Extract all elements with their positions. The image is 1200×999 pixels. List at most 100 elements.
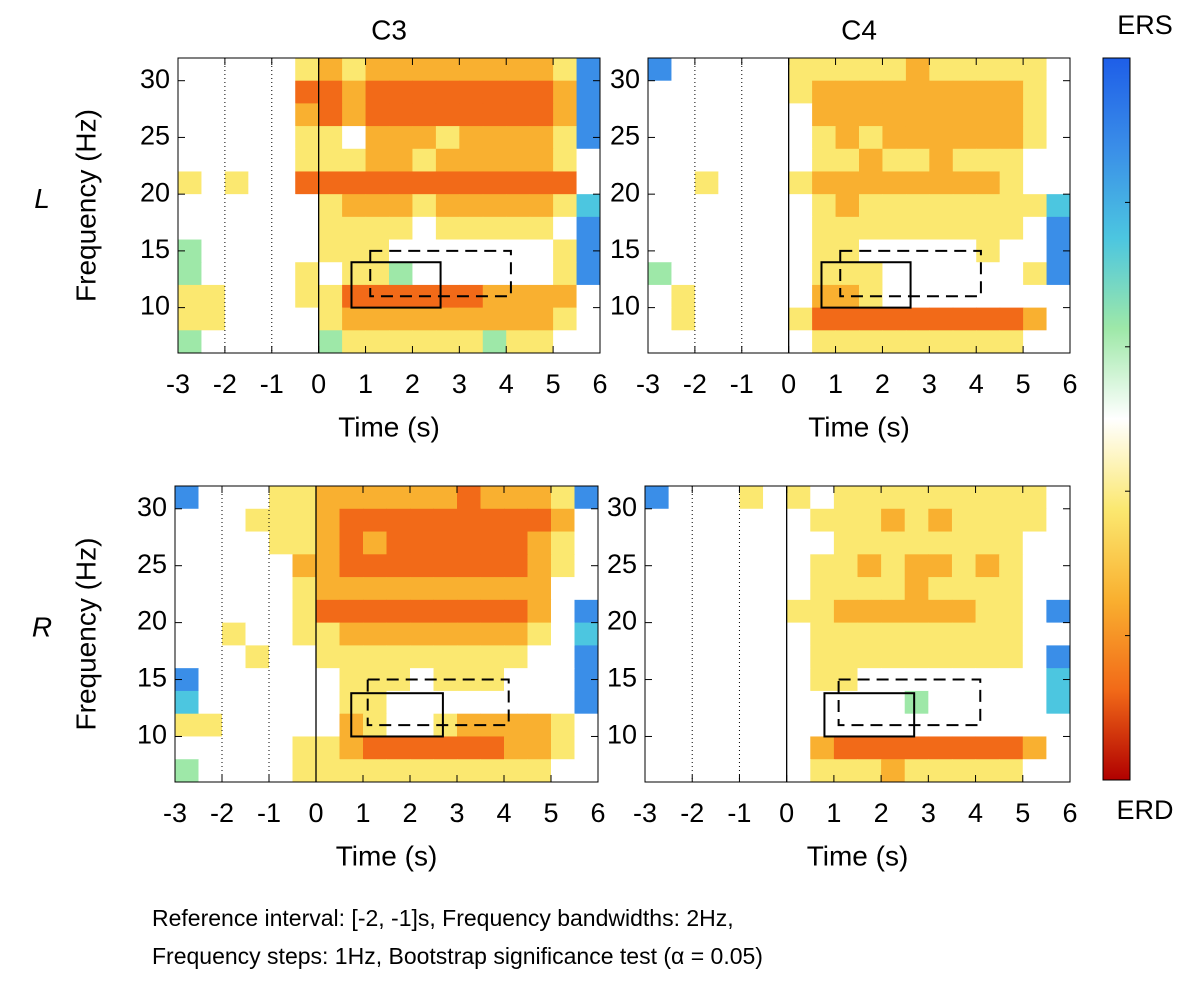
roi-box xyxy=(350,261,442,309)
heatmap-cell xyxy=(929,58,954,82)
heatmap-cell xyxy=(692,531,717,555)
heatmap-cell xyxy=(551,645,575,669)
heatmap-cell xyxy=(201,103,226,127)
heatmap-cell xyxy=(1022,599,1047,624)
x-tick-label: 3 xyxy=(452,369,467,399)
heatmap-cell xyxy=(365,103,390,127)
heatmap-cell xyxy=(668,736,693,760)
heatmap-cell xyxy=(271,216,296,241)
heatmap-cell xyxy=(788,171,813,195)
heatmap-cell xyxy=(810,668,835,692)
heatmap-cell xyxy=(904,736,929,760)
heatmap-cell xyxy=(668,599,693,624)
heatmap-cell xyxy=(833,645,858,669)
heatmap-cell xyxy=(459,58,484,82)
heatmap-cell xyxy=(882,58,907,82)
heatmap-cell xyxy=(576,216,601,241)
heatmap-cell xyxy=(763,736,788,760)
heatmap-cell xyxy=(835,58,860,82)
heatmap-cell xyxy=(788,330,813,354)
x-tick-label: -1 xyxy=(730,369,754,399)
x-tick-label: -2 xyxy=(683,369,707,399)
heatmap-cell xyxy=(648,194,672,218)
roi-box xyxy=(839,249,982,298)
heatmap-cell xyxy=(245,599,270,624)
heatmap-cell xyxy=(316,759,340,783)
heatmap-cell xyxy=(951,645,977,669)
heatmap-cell xyxy=(551,554,575,578)
heatmap-cell xyxy=(1023,239,1048,263)
heatmap-cell xyxy=(574,668,599,692)
heatmap-cell xyxy=(412,330,437,354)
heatmap-cell xyxy=(810,645,835,669)
heatmap-cell xyxy=(976,148,1001,172)
heatmap-cell xyxy=(1023,307,1048,331)
heatmap-cell xyxy=(365,58,390,82)
heatmap-cell xyxy=(389,330,413,354)
heatmap-cell xyxy=(810,486,835,510)
heatmap-cell xyxy=(905,307,930,331)
heatmap-cell xyxy=(929,284,954,309)
heatmap-cell xyxy=(482,103,507,127)
heatmap-cell xyxy=(342,330,367,354)
heatmap-cell xyxy=(292,713,317,737)
heatmap-cell xyxy=(975,554,1000,578)
heatmap-cell xyxy=(857,531,882,555)
heatmap-cell xyxy=(175,759,199,783)
heatmap-cell xyxy=(551,736,575,760)
heatmap-cell xyxy=(1046,736,1071,760)
heatmap-cell xyxy=(529,330,554,354)
heatmap-cell xyxy=(671,171,696,195)
heatmap-cell xyxy=(765,171,790,195)
heatmap-cell xyxy=(224,58,249,82)
heatmap-cell xyxy=(905,58,930,82)
heatmap-cell xyxy=(435,80,460,104)
heatmap-cell xyxy=(1046,80,1071,104)
plot-frame xyxy=(174,485,599,783)
heatmap-cell xyxy=(999,599,1024,624)
heatmap-cell xyxy=(504,736,528,760)
heatmap-cell xyxy=(576,80,601,104)
heatmap-cell xyxy=(668,508,693,533)
heatmap-cell xyxy=(999,58,1024,82)
heatmap-cell xyxy=(1046,194,1071,218)
heatmap-cell xyxy=(929,126,954,150)
heatmap-cell xyxy=(178,103,202,127)
heatmap-cell xyxy=(904,645,929,669)
heatmap-cell xyxy=(999,668,1024,692)
heatmap-cell xyxy=(482,262,507,286)
heatmap-cell xyxy=(833,531,858,555)
heatmap-cell xyxy=(928,508,953,533)
heatmap-cell xyxy=(574,599,599,624)
heatmap-cell xyxy=(857,759,882,783)
heatmap-cell xyxy=(739,713,764,737)
heatmap-cell xyxy=(786,531,811,555)
heatmap-cell xyxy=(574,486,599,510)
heatmap-cell xyxy=(527,645,552,669)
heatmap-cell xyxy=(365,80,390,104)
heatmap-cell xyxy=(810,599,835,624)
heatmap-cell xyxy=(859,307,883,331)
heatmap-cell xyxy=(976,80,1001,104)
heatmap-cell xyxy=(928,645,953,669)
heatmap-cell xyxy=(1023,148,1048,172)
heatmap-cell xyxy=(363,599,387,624)
heatmap-cell xyxy=(788,80,813,104)
y-axis-label: Frequency (Hz) xyxy=(70,538,101,731)
heatmap-cell xyxy=(645,577,670,601)
heatmap-cell xyxy=(999,239,1024,263)
plot-frame xyxy=(177,57,601,354)
heatmap-cell xyxy=(433,622,458,646)
heatmap-cell xyxy=(765,80,790,104)
heatmap-cell xyxy=(480,554,505,578)
heatmap-cell xyxy=(881,645,906,669)
heatmap-cell xyxy=(786,554,811,578)
heatmap-cell xyxy=(178,194,202,218)
heatmap-cell xyxy=(222,531,246,555)
heatmap-cell xyxy=(692,486,717,510)
heatmap-cell xyxy=(482,330,507,354)
heatmap-cell xyxy=(504,690,528,715)
heatmap-cell xyxy=(198,713,223,737)
heatmap-cell xyxy=(835,194,860,218)
heatmap-cell xyxy=(292,508,317,533)
